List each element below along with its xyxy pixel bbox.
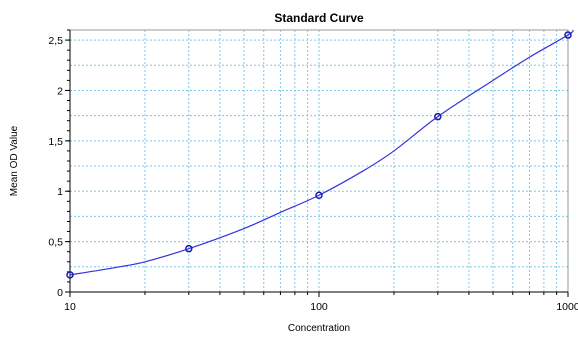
plot-frame	[69, 29, 569, 293]
data-points	[66, 31, 572, 279]
tick-labels: 10 100 1000 0 0,5 1 1,5 2 2,5	[48, 35, 578, 313]
y-tick-label: 0	[57, 287, 63, 299]
y-tick-label: 1	[57, 186, 63, 198]
data-point	[315, 191, 323, 200]
x-tick-label: 100	[310, 301, 328, 313]
data-point	[564, 31, 572, 39]
y-tick-label: 2	[57, 85, 63, 97]
data-point	[66, 271, 74, 279]
data-point	[434, 112, 442, 121]
x-tick-label: 1000	[556, 301, 578, 313]
grid	[69, 30, 568, 293]
data-point	[185, 244, 193, 253]
y-tick-label: 2,5	[48, 35, 63, 47]
y-axis-label: Mean OD Value	[9, 125, 20, 196]
x-axis-label: Concentration	[288, 323, 350, 334]
y-tick-label: 0,5	[48, 237, 63, 249]
ticks	[65, 29, 569, 297]
x-tick-label: 10	[64, 301, 76, 313]
fit-curve-line	[69, 29, 574, 276]
axes	[69, 30, 568, 293]
chart-title: Standard Curve	[274, 11, 364, 25]
y-tick-label: 1,5	[48, 136, 63, 148]
